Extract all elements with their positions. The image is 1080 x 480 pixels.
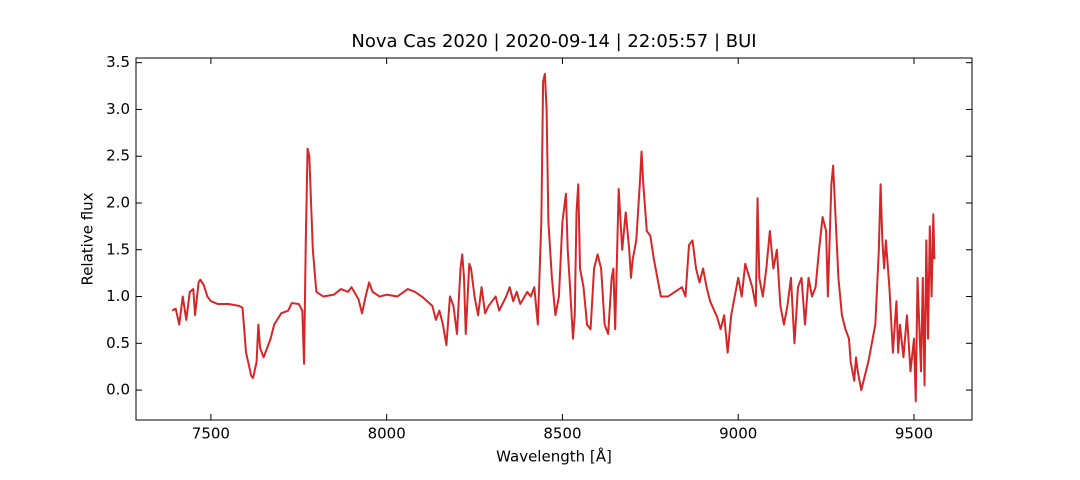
x-tick-label: 7500 (192, 425, 230, 443)
spectrum-line (171, 72, 936, 403)
y-tick-label: 3.0 (106, 100, 130, 118)
y-axis-label: Relative flux (79, 192, 97, 285)
y-tick-label: 1.0 (106, 287, 130, 305)
plot-frame (135, 57, 973, 421)
x-tick-label: 8500 (543, 425, 581, 443)
y-tick-label: 1.5 (106, 240, 130, 258)
chart-title: Nova Cas 2020 | 2020-09-14 | 22:05:57 | … (351, 31, 756, 52)
y-tick-label: 3.5 (106, 53, 130, 71)
y-tick-label: 2.0 (106, 193, 130, 211)
x-tick-label: 8000 (368, 425, 406, 443)
x-axis-label: Wavelength [Å] (496, 447, 612, 466)
x-tick-label: 9500 (895, 425, 933, 443)
x-tick-label: 9000 (719, 425, 757, 443)
y-tick-label: 0.0 (106, 381, 130, 399)
y-tick-label: 0.5 (106, 334, 130, 352)
y-tick-label: 2.5 (106, 147, 130, 165)
